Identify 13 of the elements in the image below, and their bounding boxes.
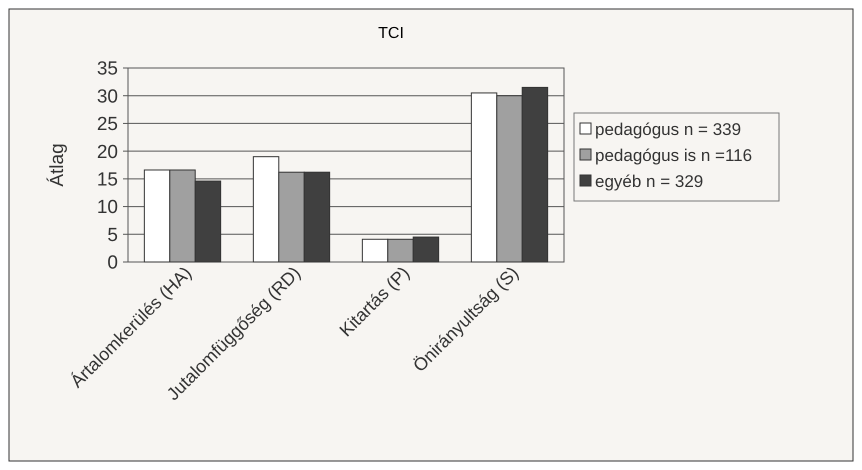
y-tick-label: 15	[96, 170, 118, 191]
y-tick-label: 25	[96, 114, 118, 136]
chart-title: TCI	[378, 25, 404, 42]
y-tick-label: 30	[96, 86, 118, 108]
legend-label: pedagógus is n =116	[595, 146, 752, 165]
y-axis-title: Átlag	[46, 143, 68, 187]
y-tick-label: 35	[96, 58, 118, 80]
y-tick-label: 0	[107, 252, 118, 274]
y-tick-label: 5	[107, 224, 118, 246]
y-tick-label: 20	[96, 142, 118, 163]
legend-label: pedagógus n = 339	[595, 120, 742, 139]
y-tick-label: 10	[96, 197, 118, 218]
legend-label: egyéb n = 329	[595, 172, 704, 191]
